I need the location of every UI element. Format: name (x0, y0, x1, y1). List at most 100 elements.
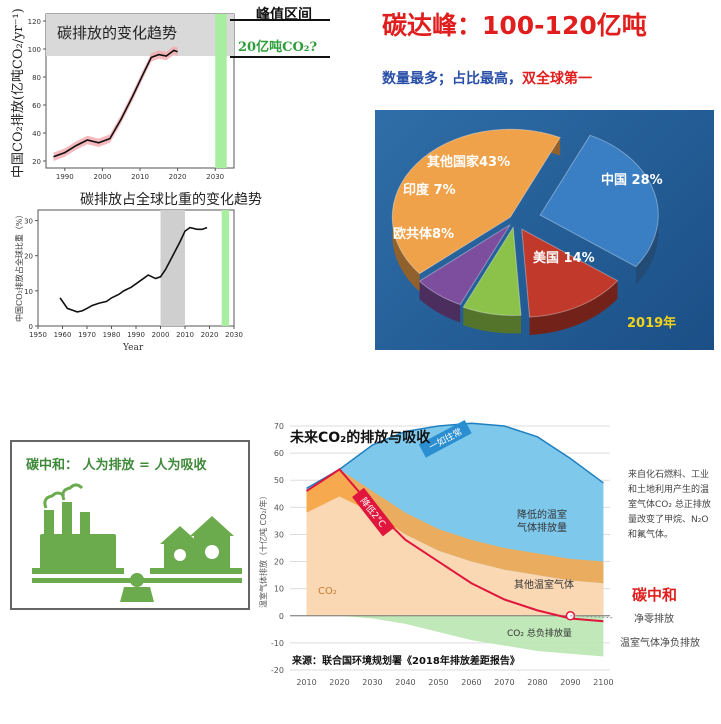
x-tick-label: 1990 (56, 173, 74, 181)
neutral-box: 碳中和： 人为排放 = 人为吸收 (10, 440, 250, 610)
y-tick-label: -10 (271, 639, 284, 648)
region-ghg-reduced-1: 降低的温室 (517, 508, 567, 521)
source-text: 来源：联合国环境规划署《2018年排放差距报告》 (291, 654, 520, 667)
pie-slice-side (419, 281, 461, 323)
pie-label: 美国 14% (533, 250, 595, 266)
x-tick-label: 2010 (296, 678, 316, 687)
bau-ribbon-bg (418, 420, 472, 458)
x-tick-label: 2080 (527, 678, 547, 687)
carbon-neutral-label: 碳中和 (632, 586, 678, 604)
x-tick-label: 1980 (103, 331, 121, 339)
region-co2-negative: CO₂ 总负排放量 (507, 627, 572, 639)
peak-subtitle: 数量最多；占比最高，双全球第一 (382, 68, 592, 88)
y-tick-label: 120 (28, 18, 41, 26)
pie-label: 其他国家43% (427, 154, 510, 170)
future-note: 来自化石燃料、工业和土地利用产生的温室气体CO₂ 总正排放量改变了甲烷、N₂O … (628, 470, 711, 540)
pie-slice-side (463, 307, 521, 334)
x-tick-label: 2070 (494, 678, 514, 687)
x-tick-label: 2020 (329, 678, 349, 687)
peak-bottom-line (230, 56, 330, 58)
y-tick-label: 40 (32, 130, 41, 138)
region-co2: CO₂ (318, 586, 337, 597)
pie-label: 中国 28% (601, 172, 663, 188)
x-tick-label: 2020 (169, 173, 187, 181)
x-tick-label: 2020 (201, 331, 219, 339)
x-tick-label: 2060 (461, 678, 481, 687)
y-tick-label: 10 (274, 585, 284, 594)
x-tick-label: 1950 (29, 331, 47, 339)
top-left-panel: 中国CO₂排放(亿吨CO₂/yr⁻¹) 20 40 60 80 100 120 1990 20… (0, 0, 362, 182)
x-tick-label: 2040 (395, 678, 415, 687)
emission-title: 碳排放的变化趋势 (57, 24, 177, 42)
y-tick-label: 30 (274, 530, 284, 539)
pie-slice (521, 228, 619, 318)
y-tick-label: 40 (274, 503, 284, 512)
x-tick-label: 2090 (560, 678, 580, 687)
future-title: 未来CO₂的排放与吸收 (290, 429, 431, 446)
negative-area (306, 615, 604, 657)
neutral-title: 碳中和： 人为排放 = 人为吸收 (26, 458, 207, 473)
emission-line (53, 49, 178, 158)
y-tick-label: 70 (274, 422, 284, 431)
y-tick-label: 10 (24, 288, 33, 296)
pie-slice (462, 225, 522, 316)
peak-header: 碳达峰：100-120亿吨 数量最多；占比最高，双全球第一 (372, 0, 721, 110)
future-chart-panel: 70 60 50 40 30 20 10 0 -10 -20 2010 2020 2030 2040 205… (252, 418, 621, 720)
y-tick-label: 100 (28, 46, 41, 54)
x-tick-label: 2000 (93, 173, 111, 181)
y-tick-label: 80 (32, 74, 41, 82)
x-tick-label: 2030 (362, 678, 382, 687)
x-tick-label: 2100 (593, 678, 613, 687)
pie-slice-side (529, 280, 618, 335)
x-tick-label: 1970 (78, 331, 96, 339)
uncertainty-band (53, 46, 178, 162)
y-tick-label: 20 (274, 558, 284, 567)
x-tick-label: 1990 (127, 331, 145, 339)
pie-year: 2019年 (627, 315, 676, 331)
x-tick-label: 2030 (225, 331, 243, 339)
other-gases-band (306, 469, 604, 584)
y-tick-label: 0 (29, 323, 33, 331)
y-tick-label: 0 (279, 612, 284, 621)
target-band (215, 14, 227, 168)
peak-title: 碳达峰：100-120亿吨 (382, 11, 647, 40)
peak-range-annotation: 峰值区间 20亿吨CO₂? (230, 4, 360, 64)
pie-slice (539, 134, 659, 268)
region-ghg-reduced-2: 气体排放量 (517, 521, 567, 534)
balance-illustration (32, 483, 242, 602)
bottom-left-panel: 中国CO₂排放占全球比重（%） 0 10 20 30 1950 1960 1970 1980 1… (0, 182, 362, 354)
house-icon-2 (190, 516, 234, 536)
y-tick-label: 60 (274, 449, 284, 458)
net-zero-marker (565, 611, 576, 621)
pie-chart: 中国 28% 美国 14% 欧共体8% 印度 7% 其他国家43% 2019年 (391, 128, 676, 335)
share-line (59, 226, 208, 313)
x-tick-label: 2010 (176, 331, 194, 339)
x-tick-label: 2030 (206, 173, 224, 181)
y-tick-label: 30 (24, 218, 33, 226)
y-tick-label: 50 (274, 476, 284, 485)
peak-value: 20亿吨CO₂? (238, 40, 318, 55)
region-other-gases: 其他温室气体 (514, 578, 574, 591)
share-title: 碳排放占全球比重的变化趋势 (80, 191, 262, 208)
share-xlabel: Year (122, 343, 144, 353)
pie-panel: 中国 28% 美国 14% 欧共体8% 印度 7% 其他国家43% 2019年 (375, 110, 714, 350)
green-band (221, 210, 230, 326)
factory-icon (40, 534, 116, 570)
pie-label: 欧共体8% (393, 226, 454, 242)
emission-trend-chart: 中国CO₂排放(亿吨CO₂/yr⁻¹) 20 40 60 80 100 120 1990 20… (11, 8, 235, 181)
pie-label: 印度 7% (403, 182, 456, 198)
subtitle-blue: 数量最多；占比最高， (382, 71, 522, 87)
x-tick-label: 2010 (131, 173, 149, 181)
net-zero-label: 净零排放 (634, 614, 674, 625)
peak-top-line (230, 19, 330, 21)
x-tick-label: 1960 (54, 331, 72, 339)
scale-stand (120, 587, 154, 602)
y-tick-label: 20 (32, 158, 41, 166)
y-tick-label: 60 (32, 102, 41, 110)
future-ylabel: 温室气体排放（十亿吨 CO₂/年） (258, 492, 268, 608)
y-tick-label: 20 (24, 253, 33, 261)
two-degree-line (305, 468, 604, 623)
x-tick-label: 2050 (428, 678, 448, 687)
